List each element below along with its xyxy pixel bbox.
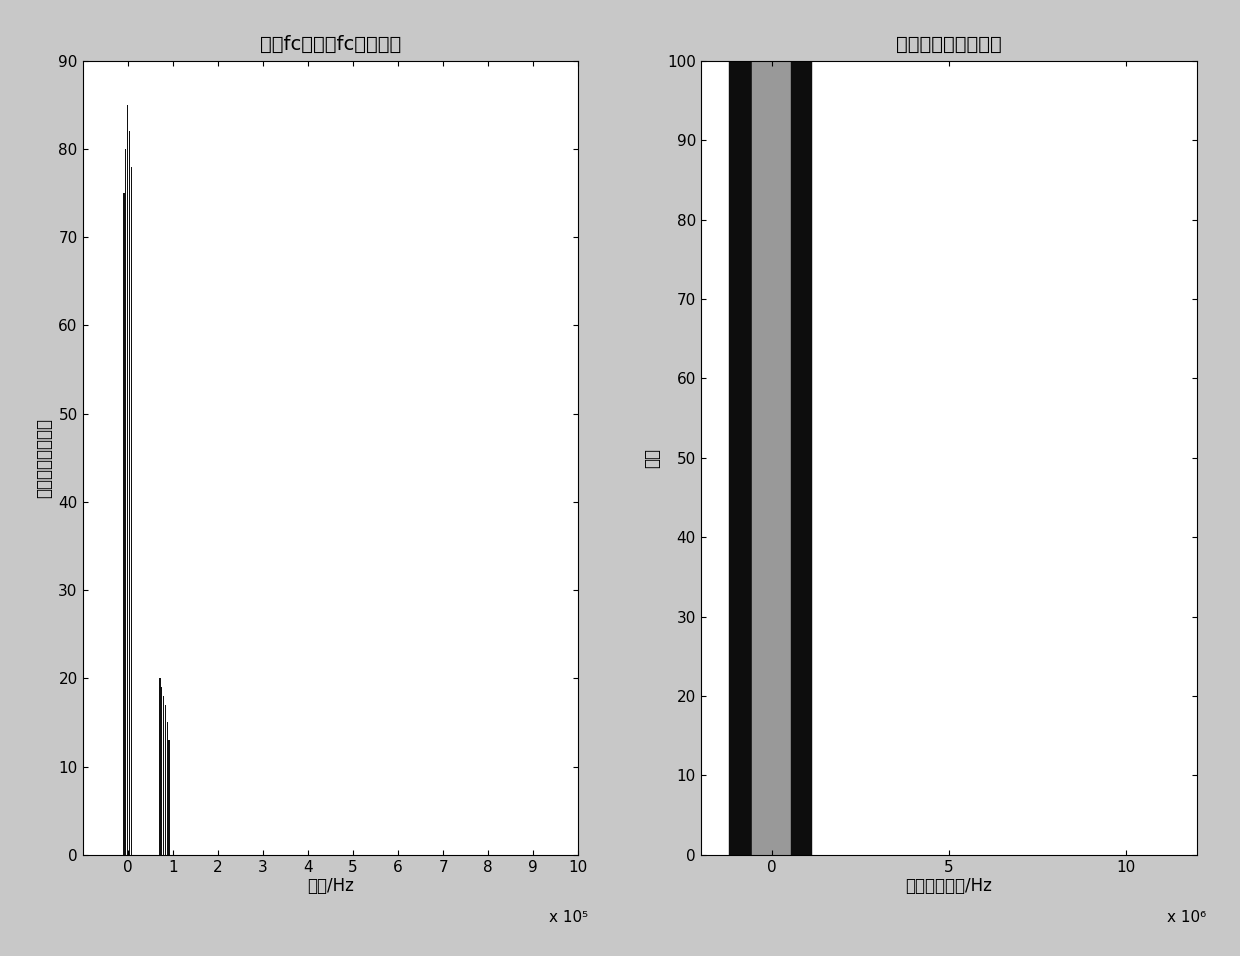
Y-axis label: 次数: 次数	[644, 447, 661, 467]
Y-axis label: 中心频点偏差分布: 中心频点偏差分布	[35, 418, 53, 498]
Title: 测量fc与实际fc的偏差；: 测量fc与实际fc的偏差；	[259, 34, 401, 54]
X-axis label: 测量信号带宽/Hz: 测量信号带宽/Hz	[905, 878, 992, 896]
Title: 测量信号带宽误差；: 测量信号带宽误差；	[895, 34, 1002, 54]
Text: x 10⁶: x 10⁶	[1167, 910, 1207, 925]
X-axis label: 偏差/Hz: 偏差/Hz	[308, 878, 353, 896]
Text: x 10⁵: x 10⁵	[549, 910, 588, 925]
